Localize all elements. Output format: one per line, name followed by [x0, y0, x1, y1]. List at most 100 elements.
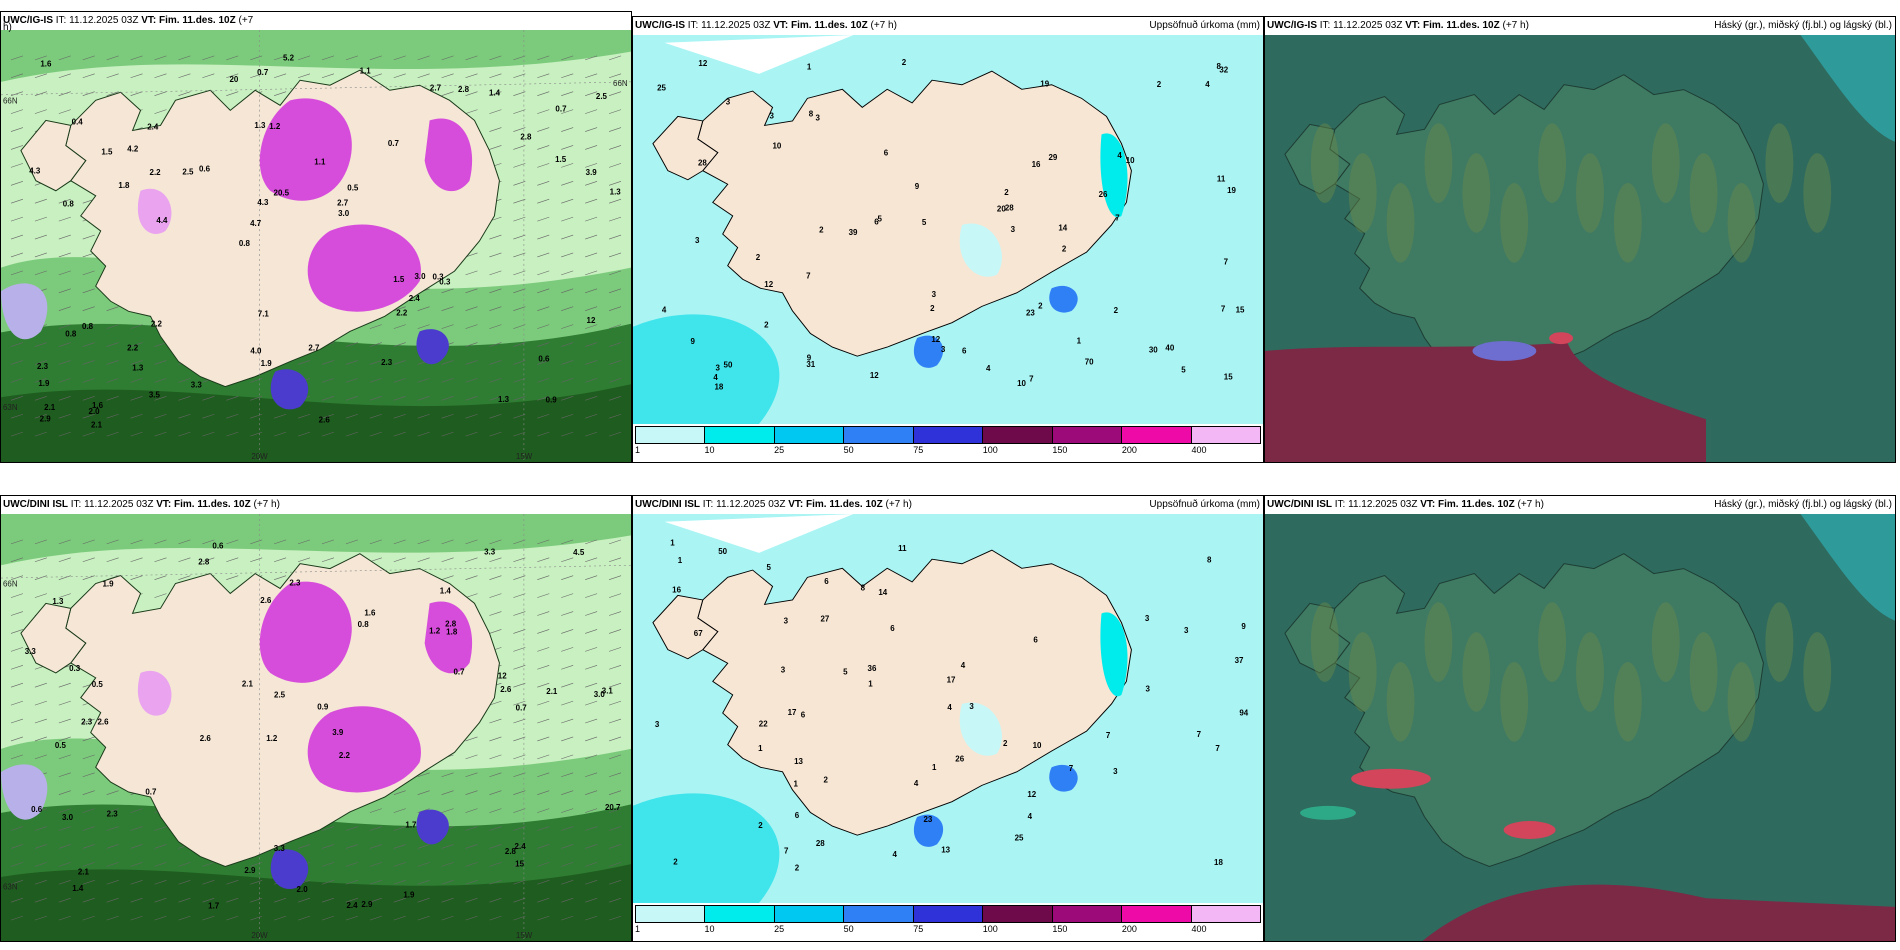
wind-barb: [154, 593, 167, 598]
wind-value-label: 0.7: [555, 105, 567, 114]
wind-barb: [561, 880, 574, 885]
cloud-map-svg[interactable]: [1265, 514, 1895, 941]
wind-barb: [489, 73, 502, 79]
wind-value-label: 0.9: [546, 395, 558, 404]
wind-barb: [537, 270, 550, 276]
wind-barb: [417, 396, 430, 401]
wind-barb: [561, 198, 574, 204]
precip-value-label: 2: [819, 226, 824, 235]
map-wind[interactable]: 20W 15W 66N 66N 63N 0.9 0.8 0.7 0.8 0.7 1.6 1.3 1.1 0…: [1, 30, 631, 462]
precip-cell: [959, 223, 1002, 277]
vt-value: Fim. 11.des. 10Z: [791, 20, 868, 31]
wind-barb: [369, 342, 382, 347]
wind-barb: [82, 880, 95, 885]
precip-legend: 1 10 25 50 75 100 150 200 400: [635, 426, 1261, 456]
wind-barb: [34, 73, 47, 79]
precip-map-svg[interactable]: 1138912142271321154227363723281722261334…: [633, 514, 1263, 903]
wind-barb: [34, 736, 47, 742]
wind-barb: [82, 897, 95, 903]
wind-barb: [369, 324, 382, 329]
wind-barb: [178, 73, 191, 79]
cloud-streak: [1727, 662, 1756, 742]
wind-barb: [537, 413, 550, 419]
precip-value-label: 9: [807, 354, 812, 363]
wind-value-label: 1.3: [610, 188, 622, 197]
precip-map-svg[interactable]: 1210911325262352192028313925233223102412…: [633, 35, 1263, 424]
wind-barb: [561, 145, 574, 150]
wind-map-svg[interactable]: 20W 15W 66N 63N 0.6 1.4 3.0 1.2 2.2 2.6 1.3 1.2 0.5 0…: [1, 514, 631, 941]
wind-barb: [250, 539, 263, 545]
precip-blob: [1, 283, 48, 340]
wind-barb: [250, 862, 263, 867]
wind-barb: [10, 73, 24, 79]
cloud-streak: [1462, 153, 1491, 233]
wind-map-svg[interactable]: 20W 15W 66N 66N 63N 0.9 0.8 0.7 0.8 0.7 1.6 1.3 1.1 0…: [1, 30, 631, 462]
wind-value-label: 3.5: [149, 390, 161, 399]
precip-value-label: 15: [1224, 373, 1233, 382]
wind-barb: [10, 611, 24, 616]
wind-barb: [10, 915, 24, 921]
wind-barb: [250, 915, 263, 921]
wind-barb: [417, 880, 430, 885]
wind-barb: [10, 844, 24, 849]
lon-label: 20W: [251, 452, 268, 461]
wind-value-label: 1.5: [555, 155, 567, 164]
wind-barb: [106, 790, 119, 795]
wind-barb: [106, 826, 119, 831]
precip-value-label: 11: [1217, 175, 1226, 184]
precip-cell: [959, 702, 1002, 756]
panel-igis-wind: UWC/IG-IS IT: 11.12.2025 03Z VT: Fim. 11…: [0, 11, 632, 463]
wind-value-label: 2.7: [337, 198, 349, 207]
precip-value-label: 5: [766, 563, 771, 572]
wind-barb: [489, 790, 502, 795]
iceland-landmass: [20, 69, 500, 388]
legend-tick-label: 1: [635, 924, 641, 934]
cloud-streak: [1348, 632, 1377, 712]
map-precip[interactable]: 1 1 3 8 9 12 14 2 2 7 1 3 2 1 1 5 4 2 27 36 37 23 28 17 22 26 13 3 4…: [633, 514, 1263, 903]
map-cloud[interactable]: [1265, 35, 1895, 462]
wind-barb: [58, 915, 71, 921]
wind-barb: [34, 557, 47, 563]
wind-barb: [585, 808, 598, 813]
precip-value-label: 27: [821, 615, 830, 624]
wind-barb: [10, 127, 24, 132]
cloud-streak: [1651, 123, 1680, 203]
wind-value-label: 2.3: [107, 810, 119, 819]
wind-barb: [489, 880, 502, 885]
wind-barb: [345, 55, 358, 61]
wind-barb: [513, 55, 526, 61]
wind-barb: [154, 826, 167, 831]
wind-value-label: 0.9: [317, 702, 329, 711]
wind-barb: [393, 396, 406, 401]
wind-barb: [82, 736, 95, 742]
precip-band: [633, 793, 780, 903]
cloud-high-area: [1800, 514, 1895, 621]
cloud-map-svg[interactable]: [1265, 35, 1895, 462]
wind-barb: [465, 844, 478, 849]
wind-barb: [250, 880, 263, 885]
map-precip[interactable]: 12 10 9 1 1 3 2 5 2 6 2 3 5 2 19 20 28 31 39 25 23 32 2 3 10 2 4 12…: [633, 35, 1263, 424]
cloud-streak: [1500, 662, 1529, 742]
wind-barb: [561, 55, 574, 61]
wind-barb: [393, 378, 406, 383]
wind-barb: [10, 163, 24, 168]
precip-value-label: 4: [713, 373, 718, 382]
wind-barb: [465, 91, 478, 96]
wind-value-label: 3.3: [274, 844, 286, 853]
wind-barb: [130, 413, 143, 419]
wind-barb: [585, 593, 598, 598]
wind-barb: [130, 431, 143, 437]
wind-value-label: 4.0: [250, 346, 262, 355]
wind-barb: [537, 145, 550, 150]
wind-barb: [585, 897, 598, 903]
wind-barb: [489, 915, 502, 921]
wind-barb: [274, 431, 287, 437]
wind-barb: [58, 844, 71, 849]
low-cloud-streak: [1351, 768, 1431, 789]
precip-value-label: 16: [1032, 160, 1041, 169]
map-wind[interactable]: 20W 15W 66N 63N 0.6 1.4 3.0 1.2 2.2 2.6 1.3 1.2 0.5 0…: [1, 514, 631, 941]
precip-value-label: 70: [1085, 358, 1094, 367]
map-cloud[interactable]: [1265, 514, 1895, 941]
wind-value-label: 1.1: [314, 157, 326, 166]
wind-barb: [513, 844, 526, 849]
